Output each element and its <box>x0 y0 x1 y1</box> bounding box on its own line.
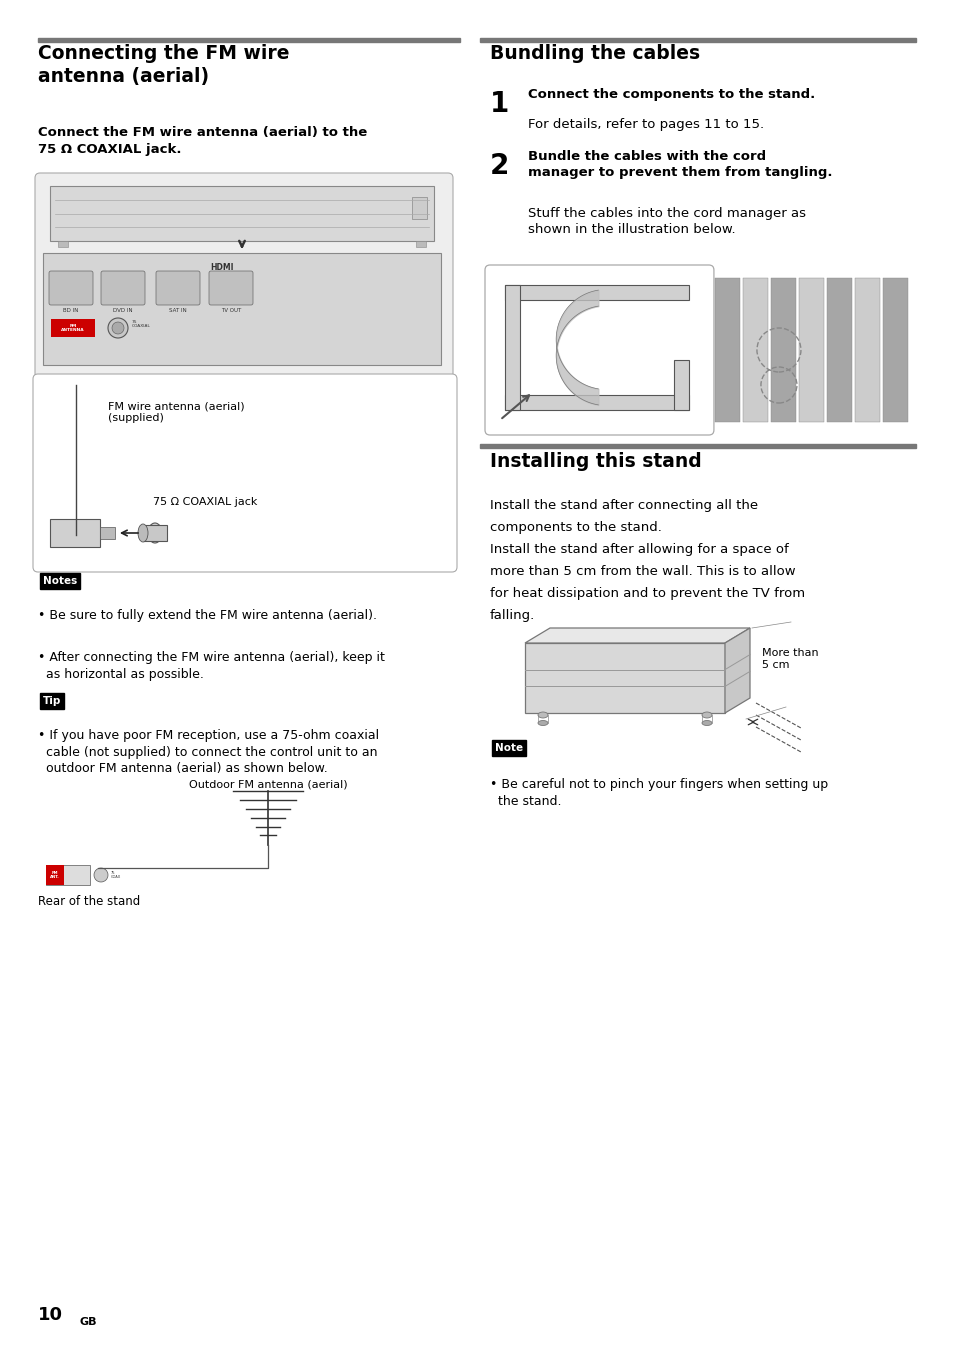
Bar <box>673 360 688 410</box>
Bar <box>50 187 434 241</box>
FancyBboxPatch shape <box>49 270 92 306</box>
Text: components to the stand.: components to the stand. <box>490 521 661 534</box>
Text: • Be sure to fully extend the FM wire antenna (aerial).: • Be sure to fully extend the FM wire an… <box>38 608 376 622</box>
Text: Connecting the FM wire
antenna (aerial): Connecting the FM wire antenna (aerial) <box>38 45 289 85</box>
Text: more than 5 cm from the wall. This is to allow: more than 5 cm from the wall. This is to… <box>490 565 795 579</box>
Polygon shape <box>524 627 749 644</box>
Bar <box>826 279 851 422</box>
Bar <box>416 241 426 247</box>
Bar <box>504 285 519 410</box>
Circle shape <box>94 868 108 882</box>
Text: • Be careful not to pinch your fingers when setting up
  the stand.: • Be careful not to pinch your fingers w… <box>490 777 827 807</box>
Text: FM
ANTENNA: FM ANTENNA <box>61 324 85 333</box>
Text: BD IN: BD IN <box>63 308 78 314</box>
Bar <box>714 279 740 422</box>
Bar <box>46 865 64 886</box>
Bar <box>43 253 440 365</box>
Ellipse shape <box>701 713 711 718</box>
Bar <box>504 395 688 410</box>
Text: SAT IN: SAT IN <box>169 308 187 314</box>
Bar <box>38 38 459 42</box>
Bar <box>524 644 724 713</box>
Text: 2: 2 <box>490 151 509 180</box>
Text: Bundling the cables: Bundling the cables <box>490 45 700 64</box>
Bar <box>100 527 115 539</box>
Bar <box>51 319 95 337</box>
Bar <box>854 279 879 422</box>
Text: Connect the components to the stand.: Connect the components to the stand. <box>527 88 815 101</box>
Text: More than
5 cm: More than 5 cm <box>761 648 818 671</box>
Bar <box>504 285 688 300</box>
Text: for heat dissipation and to prevent the TV from: for heat dissipation and to prevent the … <box>490 587 804 600</box>
FancyBboxPatch shape <box>101 270 145 306</box>
FancyBboxPatch shape <box>484 265 713 435</box>
Ellipse shape <box>138 525 148 542</box>
FancyBboxPatch shape <box>156 270 200 306</box>
Ellipse shape <box>537 713 547 718</box>
FancyBboxPatch shape <box>33 375 456 572</box>
Text: Outdoor FM antenna (aerial): Outdoor FM antenna (aerial) <box>189 779 347 790</box>
FancyBboxPatch shape <box>209 270 253 306</box>
Text: FM
ANT.: FM ANT. <box>51 871 60 879</box>
Bar <box>46 865 90 886</box>
Bar <box>412 197 427 219</box>
Text: HDMI: HDMI <box>210 264 233 272</box>
Text: 75
COAXIAL: 75 COAXIAL <box>132 319 151 329</box>
Text: 1: 1 <box>490 91 509 118</box>
Bar <box>742 279 767 422</box>
Text: • If you have poor FM reception, use a 75-ohm coaxial
  cable (not supplied) to : • If you have poor FM reception, use a 7… <box>38 729 378 775</box>
Bar <box>479 38 915 42</box>
Ellipse shape <box>701 721 711 726</box>
Ellipse shape <box>537 721 547 726</box>
FancyBboxPatch shape <box>35 173 453 379</box>
Bar <box>882 279 907 422</box>
Text: Bundle the cables with the cord
manager to prevent them from tangling.: Bundle the cables with the cord manager … <box>527 150 832 178</box>
Text: Tip: Tip <box>43 696 61 706</box>
Bar <box>50 519 100 548</box>
Text: 10: 10 <box>38 1306 63 1324</box>
Text: 75 Ω COAXIAL jack: 75 Ω COAXIAL jack <box>152 498 257 507</box>
Ellipse shape <box>148 523 162 544</box>
Text: FM wire antenna (aerial)
(supplied): FM wire antenna (aerial) (supplied) <box>108 402 244 423</box>
Text: Install the stand after connecting all the: Install the stand after connecting all t… <box>490 499 758 512</box>
Text: DVD IN: DVD IN <box>113 308 132 314</box>
Text: Note: Note <box>495 744 522 753</box>
Text: Rear of the stand: Rear of the stand <box>38 895 140 909</box>
Polygon shape <box>724 627 749 713</box>
Text: • After connecting the FM wire antenna (aerial), keep it
  as horizontal as poss: • After connecting the FM wire antenna (… <box>38 652 384 680</box>
Text: 75
COAX: 75 COAX <box>111 871 121 879</box>
Bar <box>770 279 795 422</box>
Bar <box>479 443 915 449</box>
Circle shape <box>112 322 124 334</box>
Bar <box>143 525 167 541</box>
Text: Stuff the cables into the cord manager as
shown in the illustration below.: Stuff the cables into the cord manager a… <box>527 207 805 237</box>
Text: Connect the FM wire antenna (aerial) to the
75 Ω COAXIAL jack.: Connect the FM wire antenna (aerial) to … <box>38 126 367 155</box>
Bar <box>798 279 823 422</box>
Circle shape <box>108 318 128 338</box>
Bar <box>58 241 68 247</box>
Text: GB: GB <box>80 1317 97 1328</box>
Text: Notes: Notes <box>43 576 77 585</box>
Text: falling.: falling. <box>490 608 535 622</box>
Text: For details, refer to pages 11 to 15.: For details, refer to pages 11 to 15. <box>527 118 763 131</box>
Text: Installing this stand: Installing this stand <box>490 452 701 470</box>
Text: TV OUT: TV OUT <box>221 308 241 314</box>
Text: Install the stand after allowing for a space of: Install the stand after allowing for a s… <box>490 544 788 556</box>
